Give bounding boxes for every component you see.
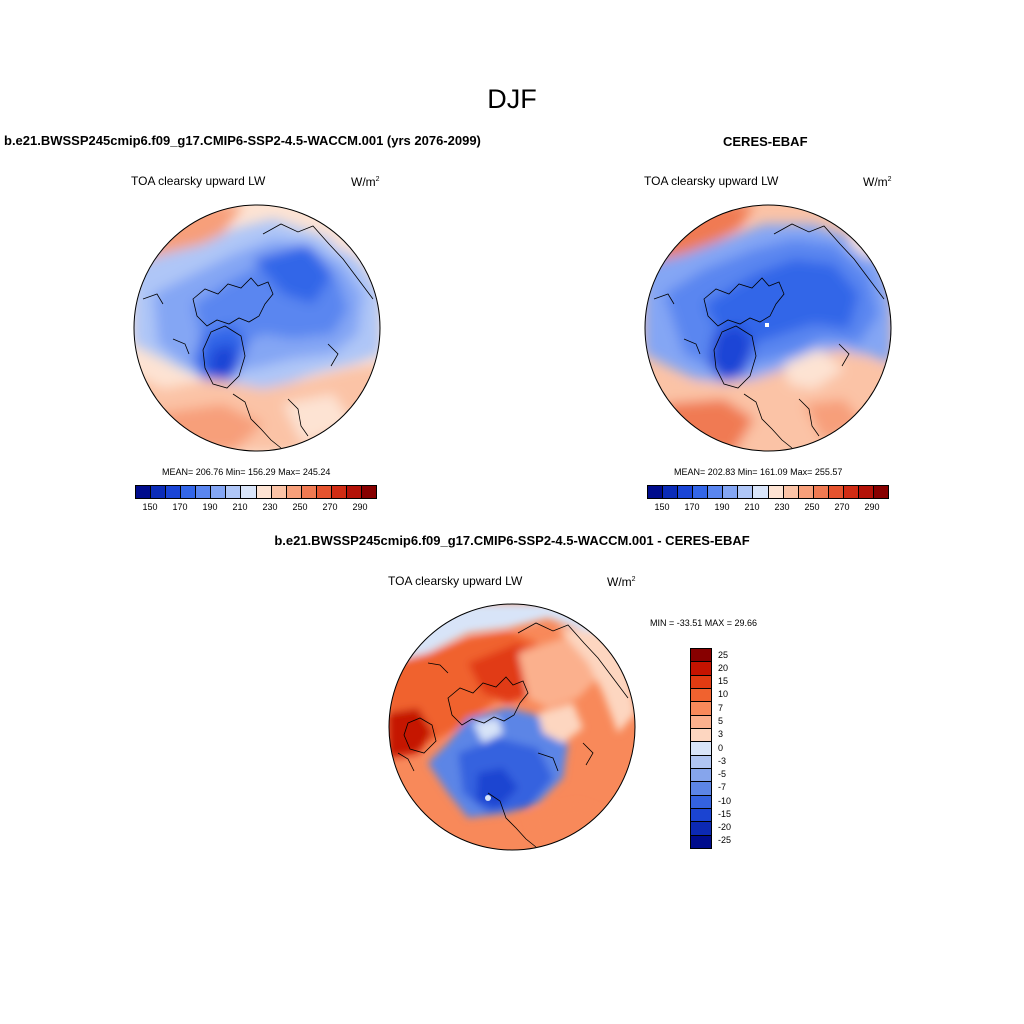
panel2-colorbar-tick-label: 190 [714, 502, 730, 512]
panel3-colorbar-swatch [691, 728, 711, 743]
panel1-colorbar [135, 485, 377, 499]
figure-title: DJF [487, 84, 537, 114]
panel2-colorbar-swatch [783, 486, 799, 498]
panel3-colorbar-labels: 25 20 15 10 7 5 3 0 -3 -5 -7 -10 -15 -20 -25 [718, 648, 758, 847]
panel3-colorbar-swatch [691, 808, 711, 823]
panel3-colorbar-label: -7 [718, 782, 727, 793]
panel3-colorbar-label: 20 [718, 662, 729, 673]
panel3-colorbar-label: -5 [718, 769, 727, 780]
panel2-colorbar-tick-label: 170 [684, 502, 700, 512]
panel2-colorbar-tick-label: 210 [744, 502, 760, 512]
panel1-colorbar-swatch [181, 486, 197, 498]
panel3-colorbar-label: 15 [718, 676, 729, 687]
panel3-variable-label: TOA clearsky upward LW [388, 574, 523, 588]
panel3-colorbar-label: -3 [718, 755, 727, 766]
panel1-stats: MEAN= 206.76 Min= 156.29 Max= 245.24 [162, 467, 331, 477]
panel1-colorbar-swatch [166, 486, 182, 498]
panel3-colorbar-swatch [691, 662, 711, 676]
panel3-colorbar-swatch [691, 742, 711, 756]
panel3-colorbar-swatch [691, 702, 711, 716]
panel2-colorbar-swatch [738, 486, 754, 498]
panel2-polar-map [644, 204, 892, 452]
panel1-colorbar-tick-label: 290 [352, 502, 368, 512]
panel2-colorbar-swatch [858, 486, 874, 498]
panel3-colorbar-swatch [691, 835, 711, 848]
panel3-colorbar-label: 7 [718, 702, 724, 713]
panel3-title: b.e21.BWSSP245cmip6.f09_g17.CMIP6-SSP2-4… [274, 533, 750, 548]
panel3-colorbar-label: -25 [718, 835, 732, 846]
panel1-polar-map [133, 204, 381, 452]
panel2-stats: MEAN= 202.83 Min= 161.09 Max= 255.57 [674, 467, 843, 477]
panel2-units: W/m2 [863, 175, 892, 189]
panel1-colorbar-tick-label: 190 [202, 502, 218, 512]
panel1-colorbar-swatch [136, 486, 152, 498]
panel2-colorbar-swatch [648, 486, 664, 498]
panel3-polar-map [388, 603, 636, 851]
panel2-colorbar-tick-label: 250 [804, 502, 820, 512]
panel1-colorbar-swatch [196, 486, 212, 498]
panel1-colorbar-tick-label: 250 [292, 502, 308, 512]
panel3-colorbar-swatch [691, 782, 711, 796]
panel3-colorbar [690, 648, 712, 849]
panel3-colorbar-label: 0 [718, 742, 724, 753]
panel1-colorbar-swatch [271, 486, 287, 498]
panel3-colorbar-label: 25 [718, 649, 729, 660]
panel1-colorbar-swatch [256, 486, 272, 498]
panel1-colorbar-swatch [241, 486, 257, 498]
panel2-colorbar-swatch [723, 486, 739, 498]
panel1-colorbar-tick-label: 210 [232, 502, 248, 512]
panel3-units: W/m2 [607, 575, 636, 589]
panel2-colorbar-swatch [768, 486, 784, 498]
panel2-colorbar-tick-label: 230 [774, 502, 790, 512]
panel1-colorbar-tick-label: 170 [172, 502, 188, 512]
panel3-colorbar-swatch [691, 688, 711, 703]
panel1-colorbar-tick-label: 230 [262, 502, 278, 512]
panel3-colorbar-label: 5 [718, 715, 724, 726]
panel3-colorbar-swatch [691, 768, 711, 783]
panel3-colorbar-swatch [691, 649, 711, 663]
panel3-colorbar-swatch [691, 822, 711, 836]
panel2-variable-label: TOA clearsky upward LW [644, 174, 779, 188]
panel2-colorbar-tick-label: 290 [864, 502, 880, 512]
panel2-colorbar [647, 485, 889, 499]
panel2-colorbar-swatch [813, 486, 829, 498]
panel3-colorbar-label: 10 [718, 689, 729, 700]
panel3-colorbar-swatch [691, 675, 711, 689]
panel3-colorbar-label: -20 [718, 822, 732, 833]
panel2-colorbar-tick-label: 270 [834, 502, 850, 512]
panel1-colorbar-swatch [361, 486, 376, 498]
panel1-colorbar-swatch [211, 486, 227, 498]
panel2-colorbar-swatch [663, 486, 679, 498]
panel3-colorbar-label: -10 [718, 795, 732, 806]
panel2-colorbar-swatch [693, 486, 709, 498]
panel1-units: W/m2 [351, 175, 380, 189]
panel1-colorbar-swatch [151, 486, 167, 498]
panel1-title: b.e21.BWSSP245cmip6.f09_g17.CMIP6-SSP2-4… [4, 133, 481, 148]
panel1-colorbar-swatch [331, 486, 347, 498]
panel1-colorbar-tick-label: 270 [322, 502, 338, 512]
panel1-colorbar-swatch [301, 486, 317, 498]
panel2-colorbar-swatch [708, 486, 724, 498]
panel2-colorbar-tick-label: 150 [654, 502, 670, 512]
panel2-colorbar-swatch [843, 486, 859, 498]
panel2-colorbar-swatch [873, 486, 888, 498]
panel2-title: CERES-EBAF [723, 134, 808, 149]
panel3-colorbar-label: -15 [718, 808, 732, 819]
panel1-colorbar-tick-label: 150 [142, 502, 158, 512]
panel1-colorbar-swatch [346, 486, 362, 498]
panel1-variable-label: TOA clearsky upward LW [131, 174, 266, 188]
panel3-colorbar-label: 3 [718, 729, 724, 740]
panel2-colorbar-swatch [798, 486, 814, 498]
panel2-colorbar-swatch [828, 486, 844, 498]
panel1-colorbar-swatch [226, 486, 242, 498]
panel1-colorbar-swatch [286, 486, 302, 498]
panel2-colorbar-swatch [678, 486, 694, 498]
panel3-colorbar-swatch [691, 755, 711, 769]
panel2-colorbar-swatch [753, 486, 769, 498]
panel3-colorbar-swatch [691, 795, 711, 809]
panel3-stats: MIN = -33.51 MAX = 29.66 [650, 618, 758, 628]
panel1-colorbar-swatch [316, 486, 332, 498]
panel3-colorbar-swatch [691, 715, 711, 729]
